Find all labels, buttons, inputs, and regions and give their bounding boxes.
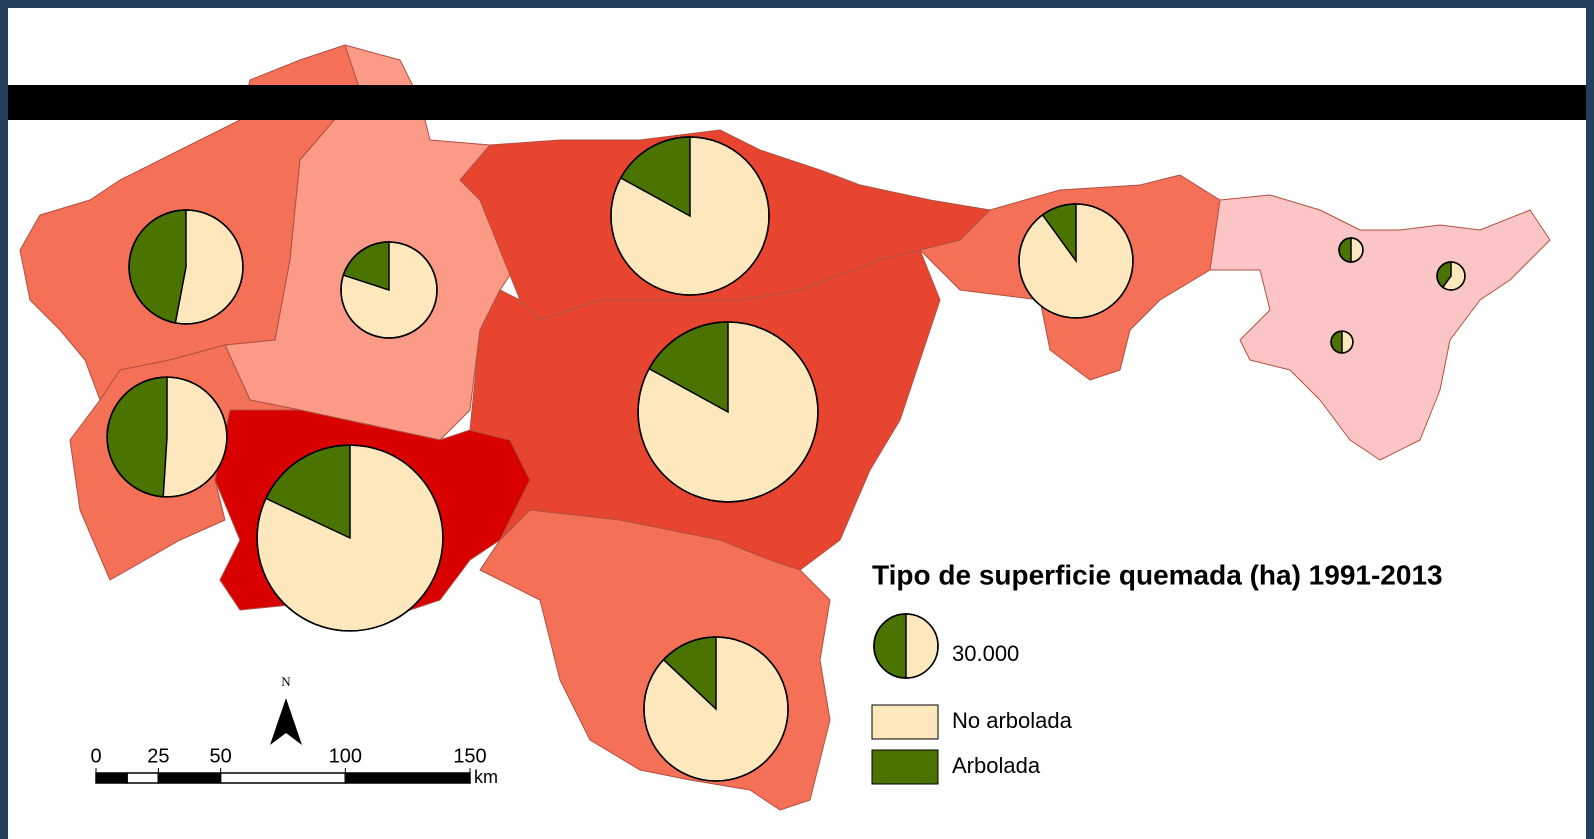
scale-unit: km <box>474 767 498 787</box>
legend-swatch <box>871 749 939 785</box>
pie-outline <box>340 241 438 339</box>
north-label: N <box>281 674 291 689</box>
scale-segment <box>126 772 160 784</box>
province <box>224 44 521 441</box>
pie-outline <box>106 376 228 498</box>
black-bar <box>8 85 1586 120</box>
legend-swatch <box>871 704 939 740</box>
legend-title: Tipo de superficie quemada (ha) 1991-201… <box>872 559 1443 590</box>
pie-outline <box>128 209 244 325</box>
province <box>1209 194 1551 461</box>
scale-tick-label: 50 <box>210 745 232 767</box>
legend-label: Arbolada <box>952 753 1041 778</box>
legend-label: No arbolada <box>952 708 1073 733</box>
pie-outline <box>1338 237 1364 263</box>
scale-segment <box>95 772 128 784</box>
scale-tick-label: 150 <box>453 745 486 767</box>
scale-tick-label: 0 <box>90 745 101 767</box>
scale-tick-label: 100 <box>329 745 362 767</box>
scale-segment <box>219 772 347 784</box>
pie-outline <box>1330 330 1354 354</box>
scale-tick-label: 25 <box>147 745 169 767</box>
pie-outline <box>610 136 770 296</box>
pie-outline <box>637 321 819 503</box>
pie-outline <box>1018 203 1134 319</box>
pie-outline <box>643 636 789 782</box>
pie-outline <box>256 444 444 632</box>
scale-segment <box>344 772 471 784</box>
pie-outline <box>1436 261 1466 291</box>
pie-outline <box>873 613 939 679</box>
north-arrow <box>270 698 302 745</box>
legend-size-label: 30.000 <box>952 641 1019 666</box>
scale-segment <box>157 772 222 784</box>
